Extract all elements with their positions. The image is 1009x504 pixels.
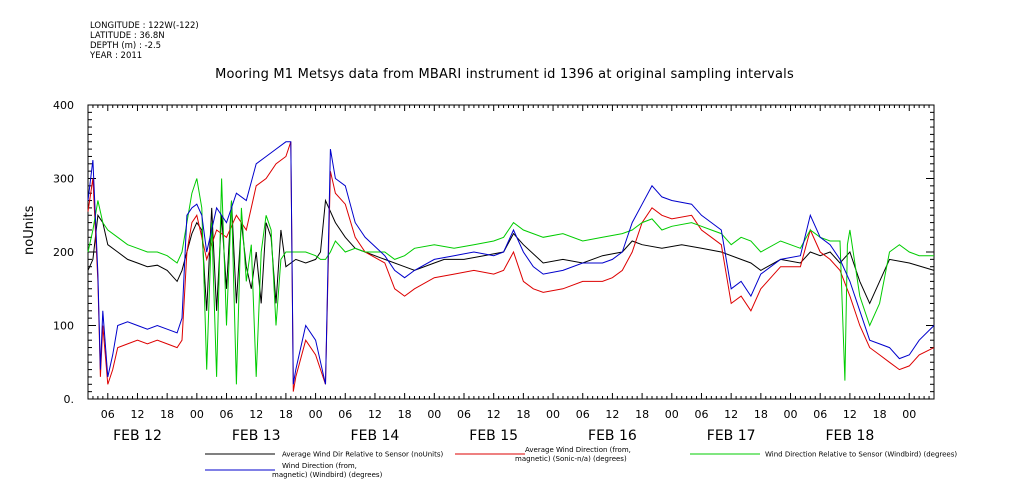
x-tick-label: 06 [576, 408, 590, 421]
series-line-4 [87, 141, 935, 385]
legend-label-4: Wind Direction (from, [282, 462, 357, 470]
legend-label-2: Average Wind Direction (from, [525, 446, 631, 454]
y-tick-label: 200 [53, 246, 74, 259]
metadata-block: LONGITUDE : 122W(-122) LATITUDE : 36.8N … [90, 21, 199, 61]
x-tick-label: 12 [130, 408, 144, 421]
depth-text: DEPTH (m) : -2.5 [90, 41, 162, 51]
y-tick-label: 100 [53, 320, 74, 333]
x-tick-label: 12 [249, 408, 263, 421]
legend-label-3: Wind Direction Relative to Sensor (Windb… [765, 451, 957, 459]
x-tick-label: 12 [605, 408, 619, 421]
plot-frame [87, 104, 935, 400]
x-tick-label: 00 [902, 408, 916, 421]
x-tick-label: 12 [487, 408, 501, 421]
x-tick-label: 06 [813, 408, 827, 421]
x-tick-label: 18 [873, 408, 887, 421]
day-label: FEB 12 [113, 428, 162, 444]
x-tick-label: 06 [220, 408, 234, 421]
x-tick-label: 18 [516, 408, 530, 421]
series-line-2 [87, 141, 935, 392]
y-tick-labels: 0. 100 200 300 400 [53, 99, 74, 406]
x-tick-labels: 06 12 18 00 06 12 18 00 06 12 18 00 06 12 18 00 06 12 18 00… [101, 408, 916, 421]
x-tick-label: 06 [338, 408, 352, 421]
x-tick-label: 18 [754, 408, 768, 421]
day-labels: FEB 12 FEB 13 FEB 14 FEB 15 FEB 16 FEB 17 FEB … [113, 428, 874, 444]
longitude-text: LONGITUDE : 122W(-122) [90, 21, 199, 31]
x-tick-label: 00 [546, 408, 560, 421]
day-label: FEB 13 [232, 428, 281, 444]
x-tick-label: 00 [309, 408, 323, 421]
x-tick-label: 00 [784, 408, 798, 421]
series-layer [87, 141, 935, 392]
day-label: FEB 18 [826, 428, 875, 444]
day-label: FEB 16 [588, 428, 637, 444]
x-tick-label: 06 [694, 408, 708, 421]
x-tick-label: 06 [101, 408, 115, 421]
day-label: FEB 15 [469, 428, 518, 444]
x-tick-label: 12 [843, 408, 857, 421]
chart-title: Mooring M1 Metsys data from MBARI instru… [215, 67, 794, 82]
year-text: YEAR : 2011 [90, 51, 143, 61]
x-tick-label: 18 [279, 408, 293, 421]
x-tick-label: 12 [368, 408, 382, 421]
day-label: FEB 17 [707, 428, 756, 444]
day-label: FEB 14 [351, 428, 400, 444]
x-tick-label: 06 [457, 408, 471, 421]
x-tick-label: 18 [635, 408, 649, 421]
x-tick-label: 00 [665, 408, 679, 421]
legend-label-4: magnetic) (Windbird) (degrees) [272, 471, 383, 479]
y-tick-label: 400 [53, 99, 74, 112]
x-tick-label: 18 [398, 408, 412, 421]
x-tick-label: 00 [190, 408, 204, 421]
legend-label-2: magnetic) (Sonic-n/a) (degrees) [515, 455, 627, 463]
y-tick-label: 0. [64, 393, 75, 406]
legend-label-1: Average Wind Dir Relative to Sensor (noU… [282, 451, 443, 459]
y-tick-label: 300 [53, 173, 74, 186]
x-tick-label: 12 [724, 408, 738, 421]
x-tick-label: 00 [427, 408, 441, 421]
legend: Average Wind Dir Relative to Sensor (noU… [205, 446, 957, 479]
latitude-text: LATITUDE : 36.8N [90, 31, 165, 41]
x-tick-label: 18 [160, 408, 174, 421]
axis-ticks [87, 104, 935, 400]
